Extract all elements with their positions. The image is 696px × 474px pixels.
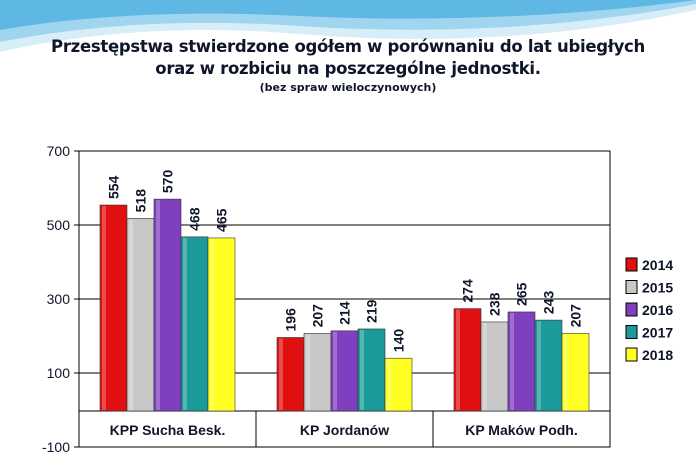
legend-label: 2016	[642, 302, 673, 318]
data-label: 214	[337, 301, 353, 325]
bar-highlight	[102, 206, 106, 410]
data-label: 570	[160, 170, 176, 194]
chart-title-line-1: Przestępstwa stwierdzone ogółem w porówn…	[51, 37, 645, 56]
data-label: 468	[187, 207, 203, 231]
bar	[180, 236, 209, 412]
y-tick-label: 100	[47, 365, 71, 381]
data-label: 243	[541, 291, 557, 315]
bar	[453, 308, 482, 412]
category-label: KPP Sucha Besk.	[110, 422, 226, 438]
bar-highlight	[510, 312, 514, 410]
data-label: 518	[133, 189, 149, 213]
bar-highlight	[129, 219, 133, 410]
data-label: 140	[391, 329, 407, 353]
bar-highlight	[183, 237, 187, 410]
bar	[534, 319, 563, 412]
background-wave	[0, 0, 696, 52]
bar	[480, 321, 509, 412]
bar	[330, 330, 359, 412]
bar-highlight	[483, 322, 487, 410]
bar	[561, 333, 590, 412]
y-tick-label: 700	[47, 143, 71, 159]
chart-subtitle: (bez spraw wieloczynowych)	[259, 81, 437, 94]
data-label: 207	[568, 304, 584, 328]
bar	[357, 328, 386, 412]
data-label: 207	[310, 304, 326, 328]
data-label: 465	[214, 208, 230, 232]
bar-highlight	[537, 321, 541, 410]
data-label: 554	[106, 175, 122, 199]
legend-label: 2018	[642, 347, 673, 363]
bar	[126, 218, 155, 412]
bar	[384, 357, 413, 412]
chart-title-line-2: oraz w rozbiciu na poszczególne jednostk…	[155, 59, 541, 78]
legend-swatch	[625, 257, 638, 272]
category-band	[78, 410, 611, 448]
data-label: 265	[514, 282, 530, 306]
bar-highlight	[387, 359, 391, 410]
legend-label: 2014	[642, 257, 673, 273]
bar-highlight	[333, 331, 337, 410]
legend-swatch	[625, 302, 638, 317]
y-tick-label: 300	[47, 291, 71, 307]
bar	[276, 337, 305, 412]
bar	[207, 237, 236, 412]
data-label: 274	[460, 279, 476, 303]
wave-dark	[0, 0, 696, 30]
bar-highlight	[360, 329, 364, 410]
data-label: 196	[283, 308, 299, 332]
data-label: 238	[487, 292, 503, 316]
bar-highlight	[156, 200, 160, 410]
bar	[303, 333, 332, 412]
bar-highlight	[306, 334, 310, 410]
bar-highlight	[210, 238, 214, 410]
legend-swatch	[625, 280, 638, 294]
bar	[99, 204, 128, 412]
bar-highlight	[279, 338, 283, 410]
chart-title-block: Przestępstwa stwierdzone ogółem w porówn…	[0, 36, 696, 96]
data-label: 219	[364, 299, 380, 323]
y-tick-label: 500	[47, 217, 71, 233]
legend-label: 2017	[642, 325, 673, 341]
bar	[153, 198, 182, 412]
category-label: KP Jordanów	[300, 422, 389, 438]
legend-swatch	[625, 325, 638, 339]
y-tick-label: -100	[42, 439, 70, 455]
legend-label: 2015	[642, 280, 673, 296]
bar-highlight	[564, 334, 568, 410]
bar-highlight	[456, 309, 460, 410]
category-label: KP Maków Podh.	[465, 422, 578, 438]
legend-swatch	[625, 347, 638, 362]
bar	[507, 311, 536, 412]
